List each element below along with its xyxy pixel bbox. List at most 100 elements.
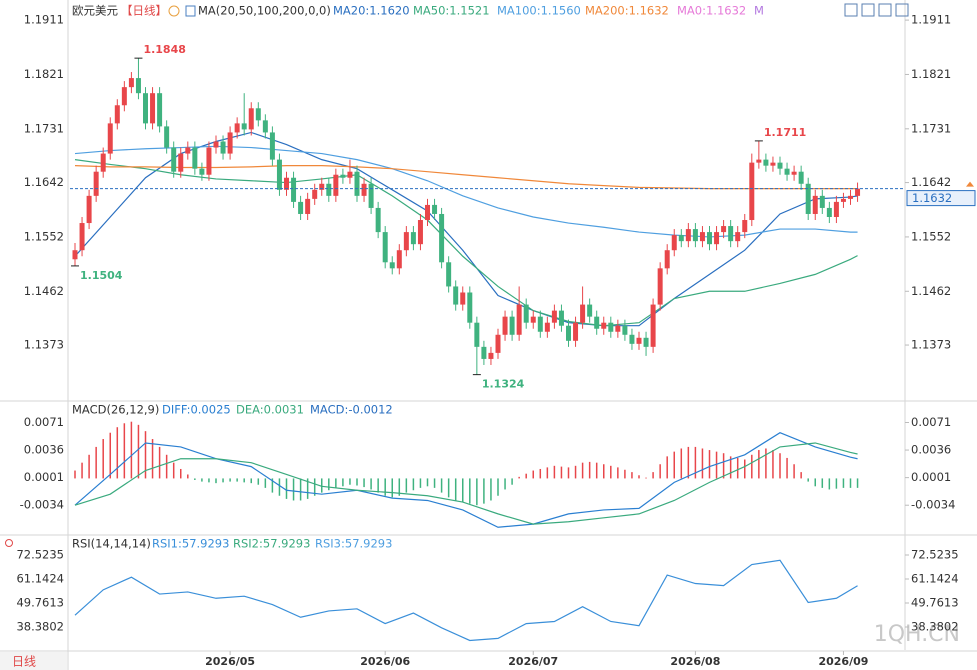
macd-bar [102,439,104,479]
marks: 1.1911 1.1911 1.1821 1.1821 1.1731 1.1731 1.16… [16,13,976,668]
candle-body [502,316,508,335]
period-button[interactable]: 日线 [12,655,36,669]
y-tick-label: 1.1462 [24,284,64,298]
macd-bar [462,478,464,503]
candle-body [319,183,325,190]
price-marker [966,181,974,187]
toolbar[interactable] [844,3,909,17]
macd-bar [687,446,690,479]
legend-item: DEA:0.0031 [236,403,304,417]
macd-bar [384,478,386,496]
candle-body [192,147,198,169]
y-tick-label: 0.0036 [24,443,64,457]
candle-body [798,171,804,184]
candle-body [213,141,219,148]
macd-bar [116,427,119,479]
candle-body [671,235,677,251]
legend-item: MA50:1.1521 [413,4,490,18]
candle-body [580,304,586,323]
macd-bar [497,478,499,496]
macd-bar [419,478,422,488]
annotation: 1.1504 [80,269,123,282]
candle-body [608,322,614,332]
macd-bar [729,456,732,479]
period-button-bg[interactable] [0,652,67,670]
macd-bar [165,454,168,479]
candle-body [453,286,459,305]
candle-body [544,322,550,332]
macd-bar [476,478,478,506]
series-line [74,442,858,525]
candle-body [721,226,727,233]
candle-body [185,147,191,154]
macd-bar [137,424,140,479]
candle-body [714,232,720,245]
macd-bar [243,478,245,483]
rsi-icon[interactable] [5,539,13,547]
y-tick-label: 1.1373 [911,338,951,352]
indicator-icon[interactable] [185,5,196,17]
candle-body [276,159,282,190]
macd-bar [588,461,591,479]
candle-body [312,189,318,199]
y-tick-label: 1.1642 [24,175,64,189]
y-tick-label: 72.5235 [911,547,959,561]
macd-bar [786,457,788,479]
macd-bar [377,478,379,493]
y-tick-label: 1.1642 [911,175,951,189]
candle-body [573,322,579,341]
macd-bar [74,470,76,479]
candle-body [340,174,346,178]
candle-body [432,204,438,214]
candle-body [629,334,635,344]
legend-item: MA0:1.1632 [677,4,746,18]
macd-bar [447,478,450,498]
candle-body [368,183,374,208]
y-tick-label: 72.5235 [16,547,64,561]
x-tick-label: 2026/06 [360,655,410,668]
macd-bar [751,454,753,479]
series-line [74,559,858,642]
macd-bar [88,454,90,479]
candle-body [284,177,289,190]
candle-body [664,250,670,269]
candle-body [171,147,177,172]
y-tick-label: 0.0071 [24,415,64,429]
macd-bar [518,476,520,479]
macd-bar [483,478,485,504]
candle-body [298,201,304,214]
candle-body [354,171,360,196]
y-tick-label: 1.1552 [24,229,64,243]
y-tick-label: 38.3802 [16,620,64,634]
macd-bar [835,478,838,489]
candle-body [446,262,452,287]
macd-bar [624,469,626,479]
macd-bar [469,478,471,504]
candle-body [558,310,564,326]
macd-bar [842,478,845,488]
settings-icon[interactable] [168,5,180,17]
macd-bar [856,478,859,488]
macd-bar [715,451,718,479]
y-tick-label: 0.0001 [24,470,64,484]
candle-body [333,174,339,196]
legend-item: MA100:1.1560 [497,4,581,18]
candle-body [523,304,529,323]
legend-item: RSI3:57.9293 [315,537,392,551]
macd-bar [285,478,288,499]
macd-bar [398,478,401,496]
candle-body [728,226,734,242]
macd-bar [849,478,852,488]
macd-bar [306,478,309,499]
candle-body [262,120,268,133]
macd-bar [758,450,760,479]
annotation: 1.1848 [143,43,185,56]
candle-body [410,232,416,245]
macd-bar [814,478,816,487]
candle-body [72,250,78,260]
macd-bar [130,421,133,479]
rsi-title: RSI(14,14,14) [72,537,151,551]
y-tick-label: 1.1731 [911,121,951,135]
macd-bar [292,478,295,501]
